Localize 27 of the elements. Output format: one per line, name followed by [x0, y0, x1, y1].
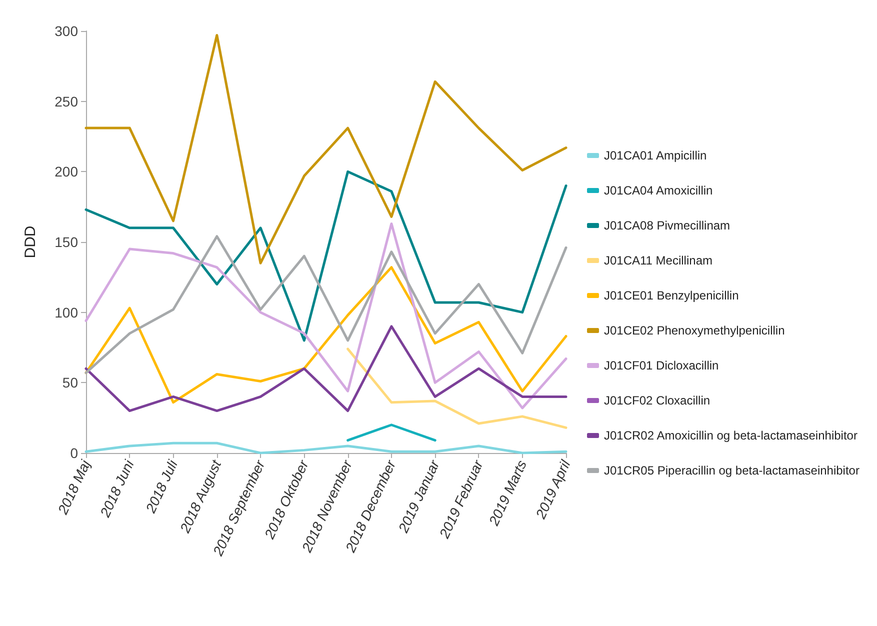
line-series: [84, 266, 568, 404]
y-tick-label: 250: [54, 93, 78, 110]
legend-label: J01CE02 Phenoxymethylpenicillin: [604, 324, 785, 338]
x-tick-label: 2018 Juli: [142, 456, 181, 516]
legend-label: J01CF02 Cloxacillin: [604, 394, 710, 408]
legend-label: J01CE01 Benzylpenicillin: [604, 288, 739, 302]
line-series: [84, 222, 568, 410]
y-tick-label: 200: [54, 164, 78, 180]
legend-label: J01CA04 Amoxicillin: [604, 184, 713, 198]
y-axis-title: DDD: [22, 226, 39, 258]
y-tick-label: 100: [54, 304, 78, 320]
legend-label: J01CR05 Piperacillin og beta-lactamaseinhibitor: [604, 464, 860, 478]
line-series: [84, 325, 568, 412]
legend-label: J01CA11 Mecillinam: [604, 254, 712, 268]
legend-label: J01CF01 Dicloxacillin: [604, 358, 719, 372]
line-series: [84, 170, 568, 342]
y-tick-label: 300: [54, 23, 78, 39]
line-series: [84, 34, 568, 264]
y-tick-label: 50: [62, 374, 78, 391]
y-tick-label: 150: [54, 234, 78, 250]
legend-label: J01CR02 Amoxicillin og beta-lactamaseinhibitor: [604, 428, 858, 442]
x-tick-label: 2019 Marts: [485, 458, 530, 529]
legend-label: J01CA01 Ampicillin: [604, 148, 707, 162]
line-series: [346, 348, 568, 429]
legend-label: J01CA08 Pivmecillinam: [604, 218, 730, 232]
x-tick-label: 2018 Juni: [96, 456, 138, 520]
x-tick-label: 2019 April: [532, 456, 574, 522]
